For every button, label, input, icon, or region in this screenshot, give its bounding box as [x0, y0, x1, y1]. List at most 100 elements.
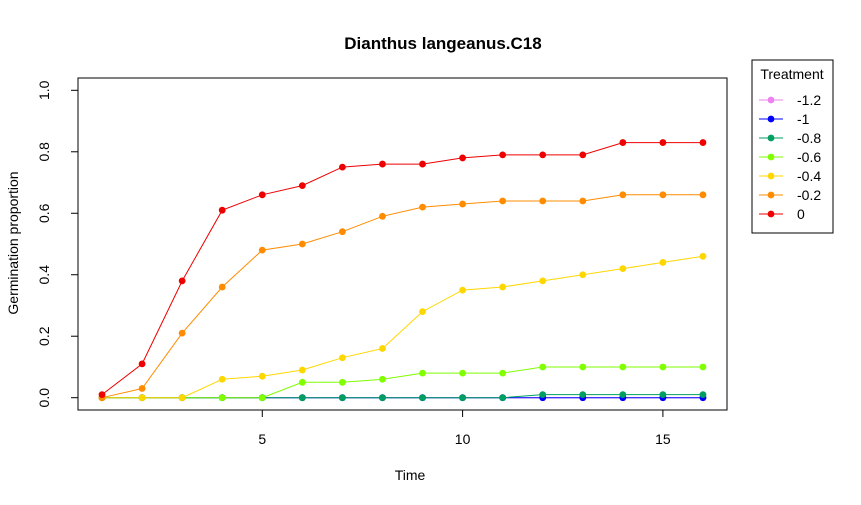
y-tick-label: 0.4 [36, 265, 52, 285]
data-point [659, 139, 667, 146]
legend-label: -1.2 [797, 92, 821, 108]
data-point [539, 197, 547, 205]
legend-item: -1.2 [759, 92, 821, 108]
series-layer [98, 139, 707, 402]
data-point [539, 363, 547, 371]
data-point [619, 191, 627, 199]
data-point [339, 228, 346, 236]
legend-item: -0.2 [759, 187, 821, 203]
data-point [659, 363, 667, 371]
series--0.2 [98, 191, 707, 402]
x-tick-label: 15 [655, 431, 671, 447]
legend: Treatment -1.2 -1 -0.8 -0.6 -0.4 -0.2 0 [751, 59, 834, 234]
data-point [699, 363, 707, 371]
data-point [699, 139, 707, 146]
legend-item: -1 [759, 111, 810, 127]
data-point [419, 308, 426, 316]
legend-box [751, 59, 834, 234]
data-point [258, 191, 266, 199]
legend-swatch-point [767, 96, 775, 104]
y-tick-label: 0.8 [36, 142, 52, 162]
data-point [459, 200, 466, 208]
y-tick-label: 0.0 [36, 388, 52, 408]
data-point [499, 197, 507, 205]
series-line [102, 255, 704, 399]
data-point [539, 277, 547, 285]
data-point [339, 394, 346, 402]
data-point [659, 191, 667, 199]
data-point [419, 203, 426, 211]
data-point [699, 191, 707, 199]
chart-title: Dianthus langeanus.C18 [344, 34, 541, 53]
legend-label: -0.6 [797, 149, 821, 165]
legend-title: Treatment [760, 66, 823, 82]
data-point [218, 394, 226, 402]
data-point [539, 391, 547, 399]
data-point [218, 206, 226, 214]
data-point [619, 363, 627, 371]
data-point [218, 283, 226, 291]
data-point [379, 160, 386, 168]
data-point [579, 391, 587, 399]
y-axis-label: Germination proportion [5, 171, 21, 314]
data-point [298, 378, 306, 386]
series-0 [98, 139, 707, 399]
data-point [138, 360, 146, 368]
legend-label: -0.4 [797, 168, 821, 184]
data-point [659, 259, 667, 266]
data-point [459, 369, 466, 377]
data-point [298, 240, 306, 248]
data-point [499, 151, 507, 159]
legend-item: 0 [759, 206, 805, 222]
y-tick-label: 1.0 [36, 80, 52, 100]
data-point [619, 265, 627, 272]
data-point [499, 283, 507, 291]
data-point [659, 391, 667, 399]
data-point [499, 369, 507, 377]
legend-item: -0.8 [759, 130, 821, 146]
data-point [178, 394, 186, 402]
legend-label: 0 [797, 206, 805, 222]
series-line [101, 142, 703, 395]
data-point [178, 277, 186, 285]
data-point [379, 375, 386, 383]
data-point [178, 329, 186, 337]
y-tick-label: 0.6 [36, 203, 52, 223]
data-point [579, 363, 587, 371]
x-axis-label: Time [395, 467, 426, 483]
axes: 5 10 15 0.0 0.2 0.4 0.6 0.8 1.0 [36, 80, 671, 447]
data-point [419, 160, 426, 168]
series--0.4 [98, 252, 707, 402]
legend-swatch-point [767, 134, 775, 142]
data-point [379, 394, 386, 402]
data-point [579, 151, 587, 159]
legend-label: -0.8 [797, 130, 821, 146]
data-point [579, 197, 587, 205]
data-point [339, 378, 346, 386]
data-point [298, 366, 306, 374]
data-point [459, 394, 466, 402]
data-point [619, 391, 627, 399]
data-point [699, 391, 707, 399]
data-point [459, 286, 466, 294]
data-point [258, 246, 266, 254]
data-point [138, 394, 146, 402]
plot-area-frame [77, 77, 728, 411]
data-point [499, 394, 507, 402]
series--0.6 [98, 363, 707, 402]
legend-label: -1 [797, 111, 810, 127]
data-point [419, 369, 426, 377]
series--0.8 [98, 391, 707, 402]
data-point [339, 354, 346, 362]
legend-swatch-point [767, 210, 775, 218]
legend-swatch-point [767, 191, 775, 199]
legend-swatch-point [767, 153, 775, 161]
x-tick-label: 5 [258, 431, 266, 447]
data-point [379, 212, 386, 220]
y-tick-label: 0.2 [36, 326, 52, 346]
data-point [619, 139, 627, 146]
data-point [258, 394, 266, 402]
data-point [138, 385, 146, 392]
legend-item: -0.4 [759, 168, 821, 184]
data-point [419, 394, 426, 402]
